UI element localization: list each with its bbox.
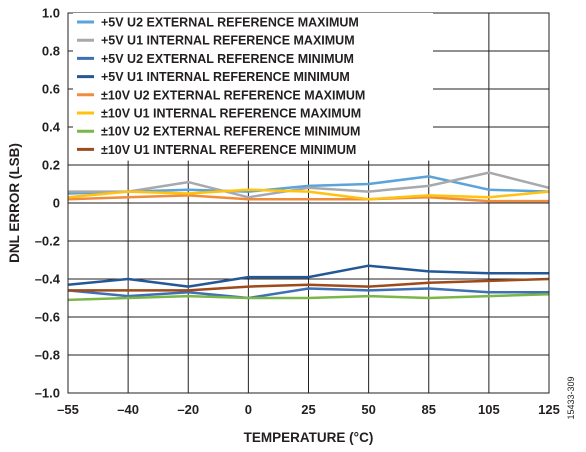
series-line-1 <box>68 171 550 199</box>
series-line-5 <box>67 188 550 201</box>
figure-id: 15433-309 <box>566 376 576 419</box>
legend-entry: +5V U2 EXTERNAL REFERENCE MINIMUM <box>101 52 354 66</box>
x-axis-ticks: –55 –40 –20 0 25 50 85 105 125 <box>57 402 560 417</box>
x-axis-title: TEMPERATURE (°C) <box>244 430 374 445</box>
legend-entry: +5V U1 INTERNAL REFERENCE MAXIMUM <box>101 34 355 48</box>
series-line-2 <box>67 287 549 300</box>
y-axis-ticks: 1.0 0.8 0.6 0.4 0.2 0 –0.2 –0.4 –0.6 –0.8 –1.0 <box>35 6 61 401</box>
series-line-3 <box>67 264 549 288</box>
series-line-7 <box>68 277 550 292</box>
series-lines <box>67 171 550 302</box>
legend-entry: ±10V U2 EXTERNAL REFERENCE MAXIMUM <box>101 88 365 102</box>
y-tick-label: –0.4 <box>35 272 61 287</box>
y-tick-label: 0.4 <box>42 120 61 135</box>
x-tick-label: –40 <box>117 402 139 417</box>
y-tick-label: –0.2 <box>35 234 60 249</box>
y-tick-label: –0.6 <box>35 310 60 325</box>
y-tick-label: 0 <box>53 196 60 211</box>
x-tick-label: 50 <box>361 402 375 417</box>
x-tick-label: 0 <box>245 402 252 417</box>
series-line-6 <box>67 292 550 302</box>
y-axis-title: DNL ERROR (LSB) <box>7 143 22 263</box>
legend-entry: +5V U1 INTERNAL REFERENCE MINIMUM <box>101 70 350 84</box>
x-tick-label: 105 <box>478 402 500 417</box>
legend-entry: ±10V U1 INTERNAL REFERENCE MAXIMUM <box>101 107 361 121</box>
y-tick-label: –1.0 <box>35 386 60 401</box>
x-tick-label: –55 <box>57 402 79 417</box>
legend-entry: +5V U2 EXTERNAL REFERENCE MAXIMUM <box>101 16 359 30</box>
legend-background <box>73 13 433 161</box>
x-tick-label: 125 <box>538 402 560 417</box>
y-tick-label: 0.6 <box>42 82 60 97</box>
y-tick-label: 1.0 <box>42 6 60 21</box>
legend-entry: ±10V U1 INTERNAL REFERENCE MINIMUM <box>101 143 356 157</box>
x-tick-label: 85 <box>422 402 436 417</box>
x-tick-label: –20 <box>177 402 199 417</box>
y-tick-label: –0.8 <box>35 348 60 363</box>
legend: +5V U2 EXTERNAL REFERENCE MAXIMUM +5V U1 … <box>73 13 433 161</box>
series-line-4 <box>67 194 549 203</box>
y-tick-label: 0.2 <box>42 158 60 173</box>
x-tick-label: 25 <box>301 402 315 417</box>
legend-entry: ±10V U2 EXTERNAL REFERENCE MINIMUM <box>101 125 360 139</box>
series-line-0 <box>67 175 550 195</box>
y-tick-label: 0.8 <box>42 44 60 59</box>
